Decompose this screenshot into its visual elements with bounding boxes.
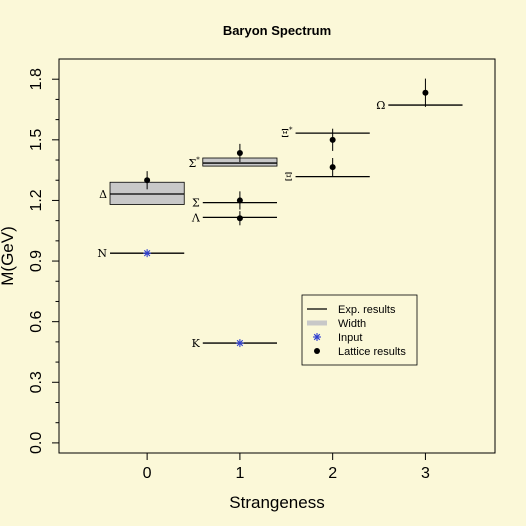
input-marker-stroke	[143, 249, 151, 257]
lattice-point	[144, 177, 151, 184]
y-tick-label: 1.5	[28, 129, 45, 151]
x-axis: 0 1 2 3	[143, 453, 430, 482]
lattice-point	[236, 149, 243, 156]
y-tick-label: 0.3	[28, 371, 45, 393]
legend-label: Lattice results	[338, 346, 406, 358]
legend: Exp. results Width Input Lattice results	[301, 294, 418, 366]
y-tick-label: 0.0	[28, 432, 45, 454]
lattice-point	[329, 164, 336, 171]
x-tick-label: 1	[235, 465, 244, 482]
x-tick-label: 2	[328, 465, 337, 482]
legend-asterisk-stroke	[313, 333, 321, 341]
legend-asterisk-symbol	[313, 333, 321, 341]
y-axis: 0.0 0.3 0.6 0.9 1.2 1.5 1.8	[28, 68, 59, 454]
particle-label: K	[192, 337, 201, 350]
particle-label: Δ	[99, 188, 107, 201]
y-tick-label: 1.2	[28, 189, 45, 211]
legend-dot-symbol	[314, 348, 320, 354]
input-marker-stroke	[236, 339, 244, 347]
lattice-point	[422, 89, 429, 96]
particle-label: Σ*	[189, 156, 201, 170]
chart-marks: N Δ K ΛΣ Σ* Ξ Ξ* Ω	[97, 78, 463, 350]
y-tick-label: 0.6	[28, 310, 45, 332]
y-tick-label: 0.9	[28, 250, 45, 272]
legend-label: Input	[338, 332, 362, 344]
legend-label: Exp. results	[338, 304, 396, 316]
lattice-point	[329, 136, 336, 143]
x-axis-label: Strangeness	[229, 493, 324, 512]
plot-frame	[58, 58, 496, 454]
input-marker	[143, 249, 152, 258]
chart-title: Baryon Spectrum	[223, 23, 331, 38]
input-marker	[235, 339, 244, 348]
lattice-point	[236, 215, 243, 222]
particle-label: N	[97, 247, 107, 260]
particle-label: Σ	[192, 197, 200, 210]
legend-label: Width	[338, 318, 366, 330]
particle-label: Ω	[376, 99, 385, 112]
x-tick-label: 3	[421, 465, 430, 482]
particle-label: Ξ*	[281, 126, 293, 140]
particle-label: Λ	[191, 211, 201, 224]
particle-label: Ξ	[285, 171, 293, 184]
y-axis-label: M(GeV)	[0, 226, 17, 286]
lattice-point	[236, 197, 243, 204]
y-tick-label: 1.8	[28, 68, 45, 90]
x-tick-label: 0	[143, 465, 152, 482]
legend-box	[301, 294, 418, 366]
